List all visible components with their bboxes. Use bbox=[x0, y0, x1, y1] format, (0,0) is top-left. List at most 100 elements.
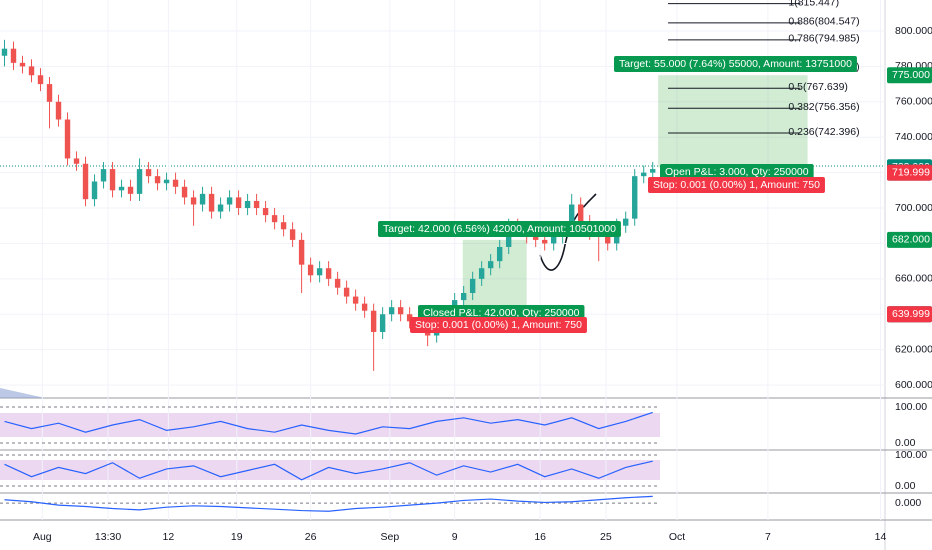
candle-body bbox=[632, 176, 638, 219]
candle-body bbox=[253, 200, 260, 209]
order-label: Open P&L: 3.000, Qty: 250000 bbox=[665, 166, 809, 178]
order-label-box bbox=[410, 317, 587, 333]
candle-body bbox=[163, 179, 170, 184]
x-tick-label: 7 bbox=[765, 531, 771, 543]
candle-body bbox=[532, 236, 539, 240]
y-tick-label: 660.000 bbox=[895, 273, 932, 285]
candle-body bbox=[541, 239, 548, 244]
candle-body bbox=[181, 186, 188, 198]
candle-body bbox=[127, 186, 134, 194]
candle-body bbox=[46, 84, 53, 102]
price-tag-label: 775.000 bbox=[892, 69, 930, 81]
x-tick-label: Sep bbox=[380, 531, 399, 543]
candle-body bbox=[64, 119, 71, 159]
candle-body bbox=[199, 193, 206, 205]
candle-body bbox=[172, 179, 179, 187]
target-zone bbox=[658, 75, 808, 168]
candle-body bbox=[623, 218, 629, 226]
candle-body bbox=[190, 197, 197, 205]
rsi-band bbox=[0, 413, 660, 437]
candle-body bbox=[496, 246, 503, 262]
order-label-box bbox=[614, 56, 857, 72]
order-label: Closed P&L: 42.000, Qty: 250000 bbox=[423, 307, 580, 319]
pane-tick-label: 100.00 bbox=[895, 401, 927, 413]
target-zone bbox=[462, 239, 527, 315]
candle-body bbox=[262, 208, 269, 216]
indicator-line bbox=[4, 495, 653, 512]
y-tick-label: 740.000 bbox=[895, 131, 932, 143]
candle-body bbox=[154, 176, 161, 184]
candle-body bbox=[568, 204, 575, 230]
candle-body bbox=[307, 264, 314, 276]
candle-body bbox=[19, 62, 26, 67]
candle-body bbox=[478, 268, 485, 279]
candle-body bbox=[379, 314, 386, 332]
x-tick-label: 16 bbox=[534, 531, 546, 543]
volume-profile bbox=[0, 388, 45, 398]
order-label-box bbox=[660, 164, 814, 180]
hand-drawn-curve bbox=[539, 193, 597, 271]
candle-body bbox=[280, 222, 287, 230]
x-tick-label: 14 bbox=[875, 531, 887, 543]
x-tick-label: 25 bbox=[600, 531, 612, 543]
order-label-box bbox=[378, 221, 621, 237]
order-label: Target: 42.000 (6.56%) 42000, Amount: 10… bbox=[383, 223, 616, 235]
price-tag bbox=[887, 164, 932, 181]
y-tick-label: 700.000 bbox=[895, 202, 932, 214]
order-label: Stop: 0.001 (0.00%) 1, Amount: 750 bbox=[415, 319, 582, 331]
pane-tick-label: 100.00 bbox=[895, 449, 927, 461]
candle-body bbox=[235, 197, 242, 209]
price-tag bbox=[887, 306, 932, 323]
candle-body bbox=[325, 268, 332, 279]
indicator-line bbox=[4, 460, 653, 481]
candle-body bbox=[289, 229, 296, 240]
candle-body bbox=[316, 268, 323, 276]
candle-body bbox=[397, 307, 404, 315]
pane-tick-label: 0.00 bbox=[895, 480, 916, 492]
candle-body bbox=[73, 158, 80, 164]
price-tag-label: 719.999 bbox=[892, 166, 930, 178]
candle-body bbox=[82, 163, 89, 200]
candle-body bbox=[145, 169, 152, 177]
x-tick-label: 13:30 bbox=[95, 531, 121, 543]
candle-body bbox=[217, 204, 224, 212]
candle-body bbox=[460, 293, 467, 301]
candle-body bbox=[550, 236, 557, 244]
candle-body bbox=[605, 236, 611, 244]
pane-tick-label: 0.00 bbox=[895, 437, 916, 449]
x-tick-label: 26 bbox=[305, 531, 317, 543]
x-tick-label: Aug bbox=[33, 531, 52, 543]
candle-body bbox=[370, 310, 377, 332]
candle-body bbox=[100, 169, 107, 182]
candle-body bbox=[55, 101, 62, 120]
x-tick-label: 12 bbox=[163, 531, 175, 543]
x-tick-label: 19 bbox=[231, 531, 243, 543]
fib-label: 1(815.447) bbox=[788, 0, 839, 8]
order-label: Target: 55.000 (7.64%) 55000, Amount: 13… bbox=[619, 58, 852, 70]
candle-body bbox=[1, 48, 8, 56]
candle-body bbox=[406, 314, 413, 322]
stoch-band bbox=[0, 460, 660, 480]
candle-body bbox=[226, 197, 233, 205]
fib-label: 0.5(767.639) bbox=[788, 81, 848, 93]
y-tick-label: 800.000 bbox=[895, 25, 932, 37]
x-tick-label: Oct bbox=[669, 531, 685, 543]
candle-body bbox=[343, 287, 350, 297]
y-tick-label: 600.000 bbox=[895, 379, 932, 391]
candle-body bbox=[298, 239, 305, 265]
candle-body bbox=[650, 169, 656, 173]
price-tag-label: 682.000 bbox=[892, 234, 930, 246]
candle-body bbox=[334, 278, 341, 288]
candle-body bbox=[577, 204, 584, 223]
price-tag bbox=[887, 67, 932, 84]
pane-tick-label: 0.000 bbox=[895, 497, 921, 509]
candle-body bbox=[118, 186, 125, 191]
candle-body bbox=[28, 66, 35, 76]
candle-body bbox=[271, 215, 278, 223]
candle-body bbox=[361, 303, 368, 311]
fib-label: 0.236(742.396) bbox=[788, 126, 859, 138]
y-tick-label: 760.000 bbox=[895, 96, 932, 108]
candle-body bbox=[487, 261, 494, 269]
